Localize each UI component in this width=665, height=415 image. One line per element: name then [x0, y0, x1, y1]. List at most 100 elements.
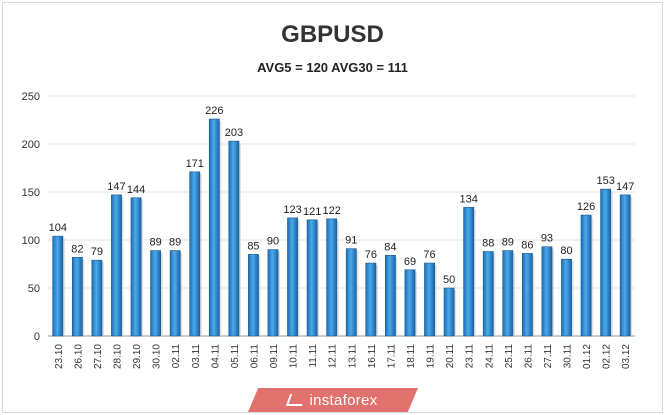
x-tick-label: 28.10: [112, 344, 123, 369]
logo-mark-icon: [286, 394, 307, 406]
x-tick-label: 09.11: [269, 344, 280, 369]
x-tick-label: 02.12: [602, 344, 613, 369]
data-label: 147: [107, 181, 125, 193]
data-label: 76: [423, 249, 435, 261]
data-label: 153: [596, 175, 614, 187]
x-tick-label: 11.11: [308, 344, 319, 368]
data-label: 104: [49, 222, 67, 234]
data-label: 89: [502, 237, 514, 249]
y-tick-label: 200: [22, 139, 40, 151]
bar: [463, 207, 475, 337]
bar: [385, 255, 396, 337]
x-tick-label: 29.10: [132, 344, 143, 369]
x-tick-label: 27.10: [93, 344, 104, 369]
data-label: 93: [541, 233, 553, 245]
data-label: 86: [521, 239, 533, 251]
x-tick-label: 26.11: [523, 344, 534, 369]
data-label: 91: [345, 235, 357, 247]
bar: [287, 217, 298, 337]
data-label: 123: [283, 204, 301, 216]
x-tick-label: 02.11: [171, 344, 182, 369]
bar: [189, 171, 201, 337]
data-label: 76: [365, 249, 377, 261]
data-label: 69: [404, 256, 416, 268]
bar: [326, 218, 338, 337]
data-label: 79: [91, 246, 103, 258]
bar: [169, 250, 181, 337]
x-tick-label: 10.11: [289, 344, 300, 369]
data-label: 89: [149, 237, 161, 249]
x-tick-label: 12.11: [328, 344, 339, 369]
x-tick-label: 04.11: [210, 344, 221, 369]
bar: [541, 246, 553, 337]
bar: [91, 259, 103, 337]
x-tick-label: 19.11: [426, 344, 437, 369]
bar: [71, 256, 83, 337]
data-label: 122: [323, 205, 341, 217]
x-tick-label: 03.11: [191, 344, 202, 369]
bar: [521, 253, 533, 337]
x-tick-label: 23.10: [54, 344, 65, 369]
bar: [228, 140, 240, 337]
x-tick-label: 03.12: [621, 344, 632, 369]
x-tick-label: 20.11: [445, 344, 456, 369]
data-label: 50: [443, 274, 455, 286]
bar: [130, 197, 142, 337]
bar: [561, 258, 572, 337]
x-tick-label: 30.10: [152, 344, 163, 369]
bar: [482, 251, 494, 337]
bar: [150, 250, 162, 337]
bar: [443, 287, 455, 337]
x-tick-label: 16.11: [367, 344, 378, 369]
bar: [267, 249, 279, 337]
chart-title: GBPUSD: [281, 21, 384, 48]
bar: [248, 254, 259, 337]
bar: [424, 262, 435, 337]
bar: [52, 235, 64, 337]
data-label: 85: [247, 240, 259, 252]
x-tick-label: 30.11: [563, 344, 574, 369]
data-label: 89: [169, 237, 181, 249]
instaforex-watermark-logo: instaforex: [248, 388, 418, 412]
data-label: 147: [616, 181, 634, 193]
x-tick-label: 24.11: [484, 344, 495, 369]
y-tick-label: 150: [22, 187, 40, 199]
data-label: 82: [71, 243, 83, 255]
data-label: 84: [384, 241, 396, 253]
data-label: 226: [205, 105, 223, 117]
y-tick-label: 100: [22, 235, 40, 247]
y-tick-label: 50: [28, 283, 40, 295]
data-label: 121: [303, 206, 321, 218]
x-tick-label: 25.11: [504, 344, 515, 369]
data-label: 126: [577, 201, 595, 213]
x-tick-label: 26.10: [73, 344, 84, 369]
y-tick-label: 250: [22, 91, 40, 103]
bar-chart: 0 50 100 150 200 250 104 23.10 82 26.10 79 27.10 147…: [22, 91, 635, 369]
bar: [306, 219, 318, 337]
bar: [619, 194, 631, 337]
data-label: 144: [127, 184, 145, 196]
x-tick-label: 06.11: [249, 344, 260, 369]
bar: [345, 248, 357, 337]
data-label: 203: [225, 127, 243, 139]
bar: [404, 269, 416, 337]
data-label: 171: [186, 158, 204, 170]
x-tick-label: 05.11: [230, 344, 241, 369]
x-tick-label: 23.11: [465, 344, 476, 369]
y-tick-label: 0: [34, 331, 40, 343]
data-label: 88: [482, 238, 494, 250]
data-label: 134: [460, 193, 478, 205]
x-tick-label: 17.11: [386, 344, 397, 369]
watermark-text: instaforex: [309, 391, 378, 409]
chart-subtitle: AVG5 = 120 AVG30 = 111: [257, 60, 408, 75]
bar: [600, 188, 612, 337]
data-label: 90: [267, 236, 279, 248]
data-label: 80: [560, 245, 572, 257]
bar: [365, 262, 377, 337]
x-tick-label: 18.11: [406, 344, 417, 369]
bar: [580, 214, 592, 337]
x-tick-label: 01.12: [582, 344, 593, 369]
bar: [111, 194, 122, 337]
bar: [208, 118, 220, 337]
